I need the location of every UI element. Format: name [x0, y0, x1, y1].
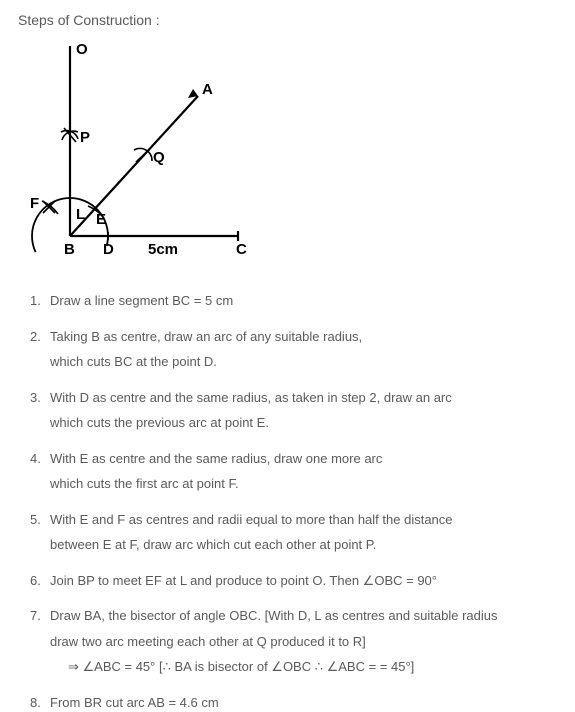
step-item: Draw a line segment BC = 5 cm	[30, 291, 557, 311]
svg-text:5cm: 5cm	[148, 241, 178, 258]
svg-text:D: D	[103, 241, 114, 258]
svg-text:E: E	[96, 211, 106, 228]
step-item: Taking B as centre, draw an arc of any s…	[30, 327, 557, 372]
svg-text:Q: Q	[153, 149, 165, 166]
svg-text:P: P	[80, 129, 90, 146]
steps-list: Draw a line segment BC = 5 cm Taking B as…	[30, 291, 557, 712]
step-text: between E at F, draw arc which cut each …	[50, 535, 557, 555]
page-title: Steps of Construction :	[18, 12, 557, 28]
step-text: With E and F as centres and radii equal …	[50, 510, 557, 530]
step-text: Join BP to meet EF at L and produce to p…	[50, 571, 557, 591]
step-item: With E as centre and the same radius, dr…	[30, 449, 557, 494]
step-item: With E and F as centres and radii equal …	[30, 510, 557, 555]
step-text: which cuts the first arc at point F.	[50, 474, 557, 494]
step-text: From BR cut arc AB = 4.6 cm	[50, 693, 557, 712]
step-text: With E as centre and the same radius, dr…	[50, 449, 557, 469]
step-conclusion: ⇒ ∠ABC = 45° [∴ BA is bisector of ∠OBC ∴…	[50, 657, 557, 677]
svg-text:C: C	[236, 241, 247, 258]
step-text: which cuts BC at the point D.	[50, 352, 557, 372]
step-text: Draw a line segment BC = 5 cm	[50, 291, 557, 311]
svg-text:O: O	[76, 41, 88, 58]
construction-diagram: O P A Q F LE B D C 5cm	[28, 36, 557, 271]
step-text: draw two arc meeting each other at Q pro…	[50, 632, 557, 652]
svg-text:L: L	[76, 206, 85, 223]
step-text: Draw BA, the bisector of angle OBC. [Wit…	[50, 606, 557, 626]
step-item: Join BP to meet EF at L and produce to p…	[30, 571, 557, 591]
step-item: Draw BA, the bisector of angle OBC. [Wit…	[30, 606, 557, 677]
step-text: With D as centre and the same radius, as…	[50, 388, 557, 408]
step-text: Taking B as centre, draw an arc of any s…	[50, 327, 557, 347]
svg-text:F: F	[30, 195, 39, 212]
step-text: which cuts the previous arc at point E.	[50, 413, 557, 433]
svg-text:B: B	[64, 241, 75, 258]
step-item: From BR cut arc AB = 4.6 cm	[30, 693, 557, 712]
step-item: With D as centre and the same radius, as…	[30, 388, 557, 433]
svg-text:A: A	[202, 81, 213, 98]
